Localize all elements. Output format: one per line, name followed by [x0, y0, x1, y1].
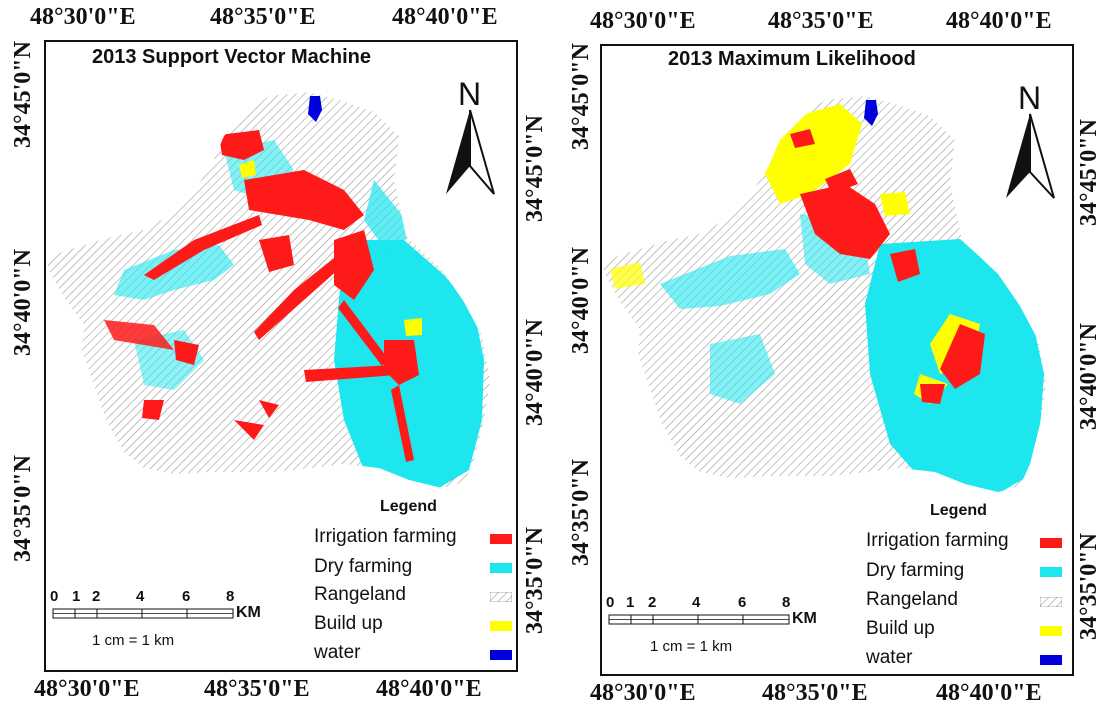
left-tick: 34°45'0"N [10, 41, 36, 148]
legend-label-dry: Dry farming [866, 560, 965, 581]
scale-number: 1 [72, 588, 81, 605]
legend-label-irrigation: Irrigation farming [314, 526, 457, 547]
north-label: N [1018, 80, 1042, 116]
map-panel-ml: 48°30'0"E 48°35'0"E 48°40'0"E 48°30'0"E … [556, 0, 1098, 706]
scale-bar [52, 608, 234, 619]
legend-swatch-rangeland [1040, 597, 1062, 607]
left-tick: 34°35'0"N [568, 459, 594, 566]
legend-swatch-buildup [1040, 626, 1062, 636]
left-tick: 34°45'0"N [568, 43, 594, 150]
right-tick: 34°35'0"N [522, 527, 548, 634]
map-title: 2013 Support Vector Machine [92, 46, 371, 68]
scale-number: 1 [626, 594, 635, 611]
scale-ratio: 1 cm = 1 km [650, 638, 733, 655]
scale-ratio: 1 cm = 1 km [92, 632, 175, 649]
north-label: N [458, 76, 482, 112]
legend-label-rangeland: Rangeland [866, 589, 958, 610]
right-tick: 34°40'0"N [522, 319, 548, 426]
legend-label-dry: Dry farming [314, 556, 413, 577]
scale-number: 2 [648, 594, 657, 611]
classification-map [46, 92, 490, 488]
top-tick: 48°35'0"E [768, 8, 874, 34]
map-title: 2013 Maximum Likelihood [668, 48, 916, 70]
scale-unit: KM [236, 604, 261, 621]
classification-map [602, 96, 1046, 492]
left-tick: 34°40'0"N [10, 249, 36, 356]
left-tick: 34°35'0"N [10, 455, 36, 562]
bottom-tick: 48°30'0"E [590, 680, 696, 706]
legend-label-buildup: Build up [314, 613, 383, 634]
legend-label-water: water [866, 647, 913, 668]
legend-swatch-rangeland [490, 592, 512, 602]
legend-label-irrigation: Irrigation farming [866, 530, 1009, 551]
legend-swatch-buildup [490, 621, 512, 631]
bottom-tick: 48°40'0"E [936, 680, 1042, 706]
top-tick: 48°30'0"E [590, 8, 696, 34]
legend-swatch-dry [1040, 567, 1062, 577]
legend-swatch-irrigation [490, 534, 512, 544]
legend-title: Legend [380, 498, 437, 515]
scale-number: 6 [182, 588, 191, 605]
scale-number: 4 [692, 594, 701, 611]
legend-title: Legend [930, 502, 987, 519]
map-panel-svm: 48°30'0"E 48°35'0"E 48°40'0"E 48°30'0"E … [0, 0, 549, 706]
top-tick: 48°40'0"E [946, 8, 1052, 34]
bottom-tick: 48°35'0"E [762, 680, 868, 706]
north-arrow-icon [446, 109, 495, 195]
scale-number: 4 [136, 588, 145, 605]
right-tick: 34°45'0"N [1076, 119, 1098, 226]
right-tick: 34°40'0"N [1076, 323, 1098, 430]
bottom-tick: 48°35'0"E [204, 676, 310, 702]
legend-swatch-water [490, 650, 512, 660]
scale-unit: KM [792, 610, 817, 627]
bottom-tick: 48°30'0"E [34, 676, 140, 702]
scale-number: 6 [738, 594, 747, 611]
legend-swatch-irrigation [1040, 538, 1062, 548]
legend-swatch-water [1040, 655, 1062, 665]
left-tick: 34°40'0"N [568, 247, 594, 354]
north-arrow-icon [1006, 113, 1055, 199]
right-tick: 34°45'0"N [522, 115, 548, 222]
top-tick: 48°40'0"E [392, 4, 498, 30]
legend-label-rangeland: Rangeland [314, 584, 406, 605]
right-tick: 34°35'0"N [1076, 533, 1098, 640]
legend-label-water: water [314, 642, 361, 663]
scale-bar [608, 614, 790, 625]
scale-number: 2 [92, 588, 101, 605]
legend-swatch-dry [490, 563, 512, 573]
top-tick: 48°30'0"E [30, 4, 136, 30]
scale-number: 8 [226, 588, 235, 605]
scale-number: 0 [50, 588, 59, 605]
scale-number: 0 [606, 594, 615, 611]
scale-number: 8 [782, 594, 791, 611]
legend-label-buildup: Build up [866, 618, 935, 639]
bottom-tick: 48°40'0"E [376, 676, 482, 702]
top-tick: 48°35'0"E [210, 4, 316, 30]
